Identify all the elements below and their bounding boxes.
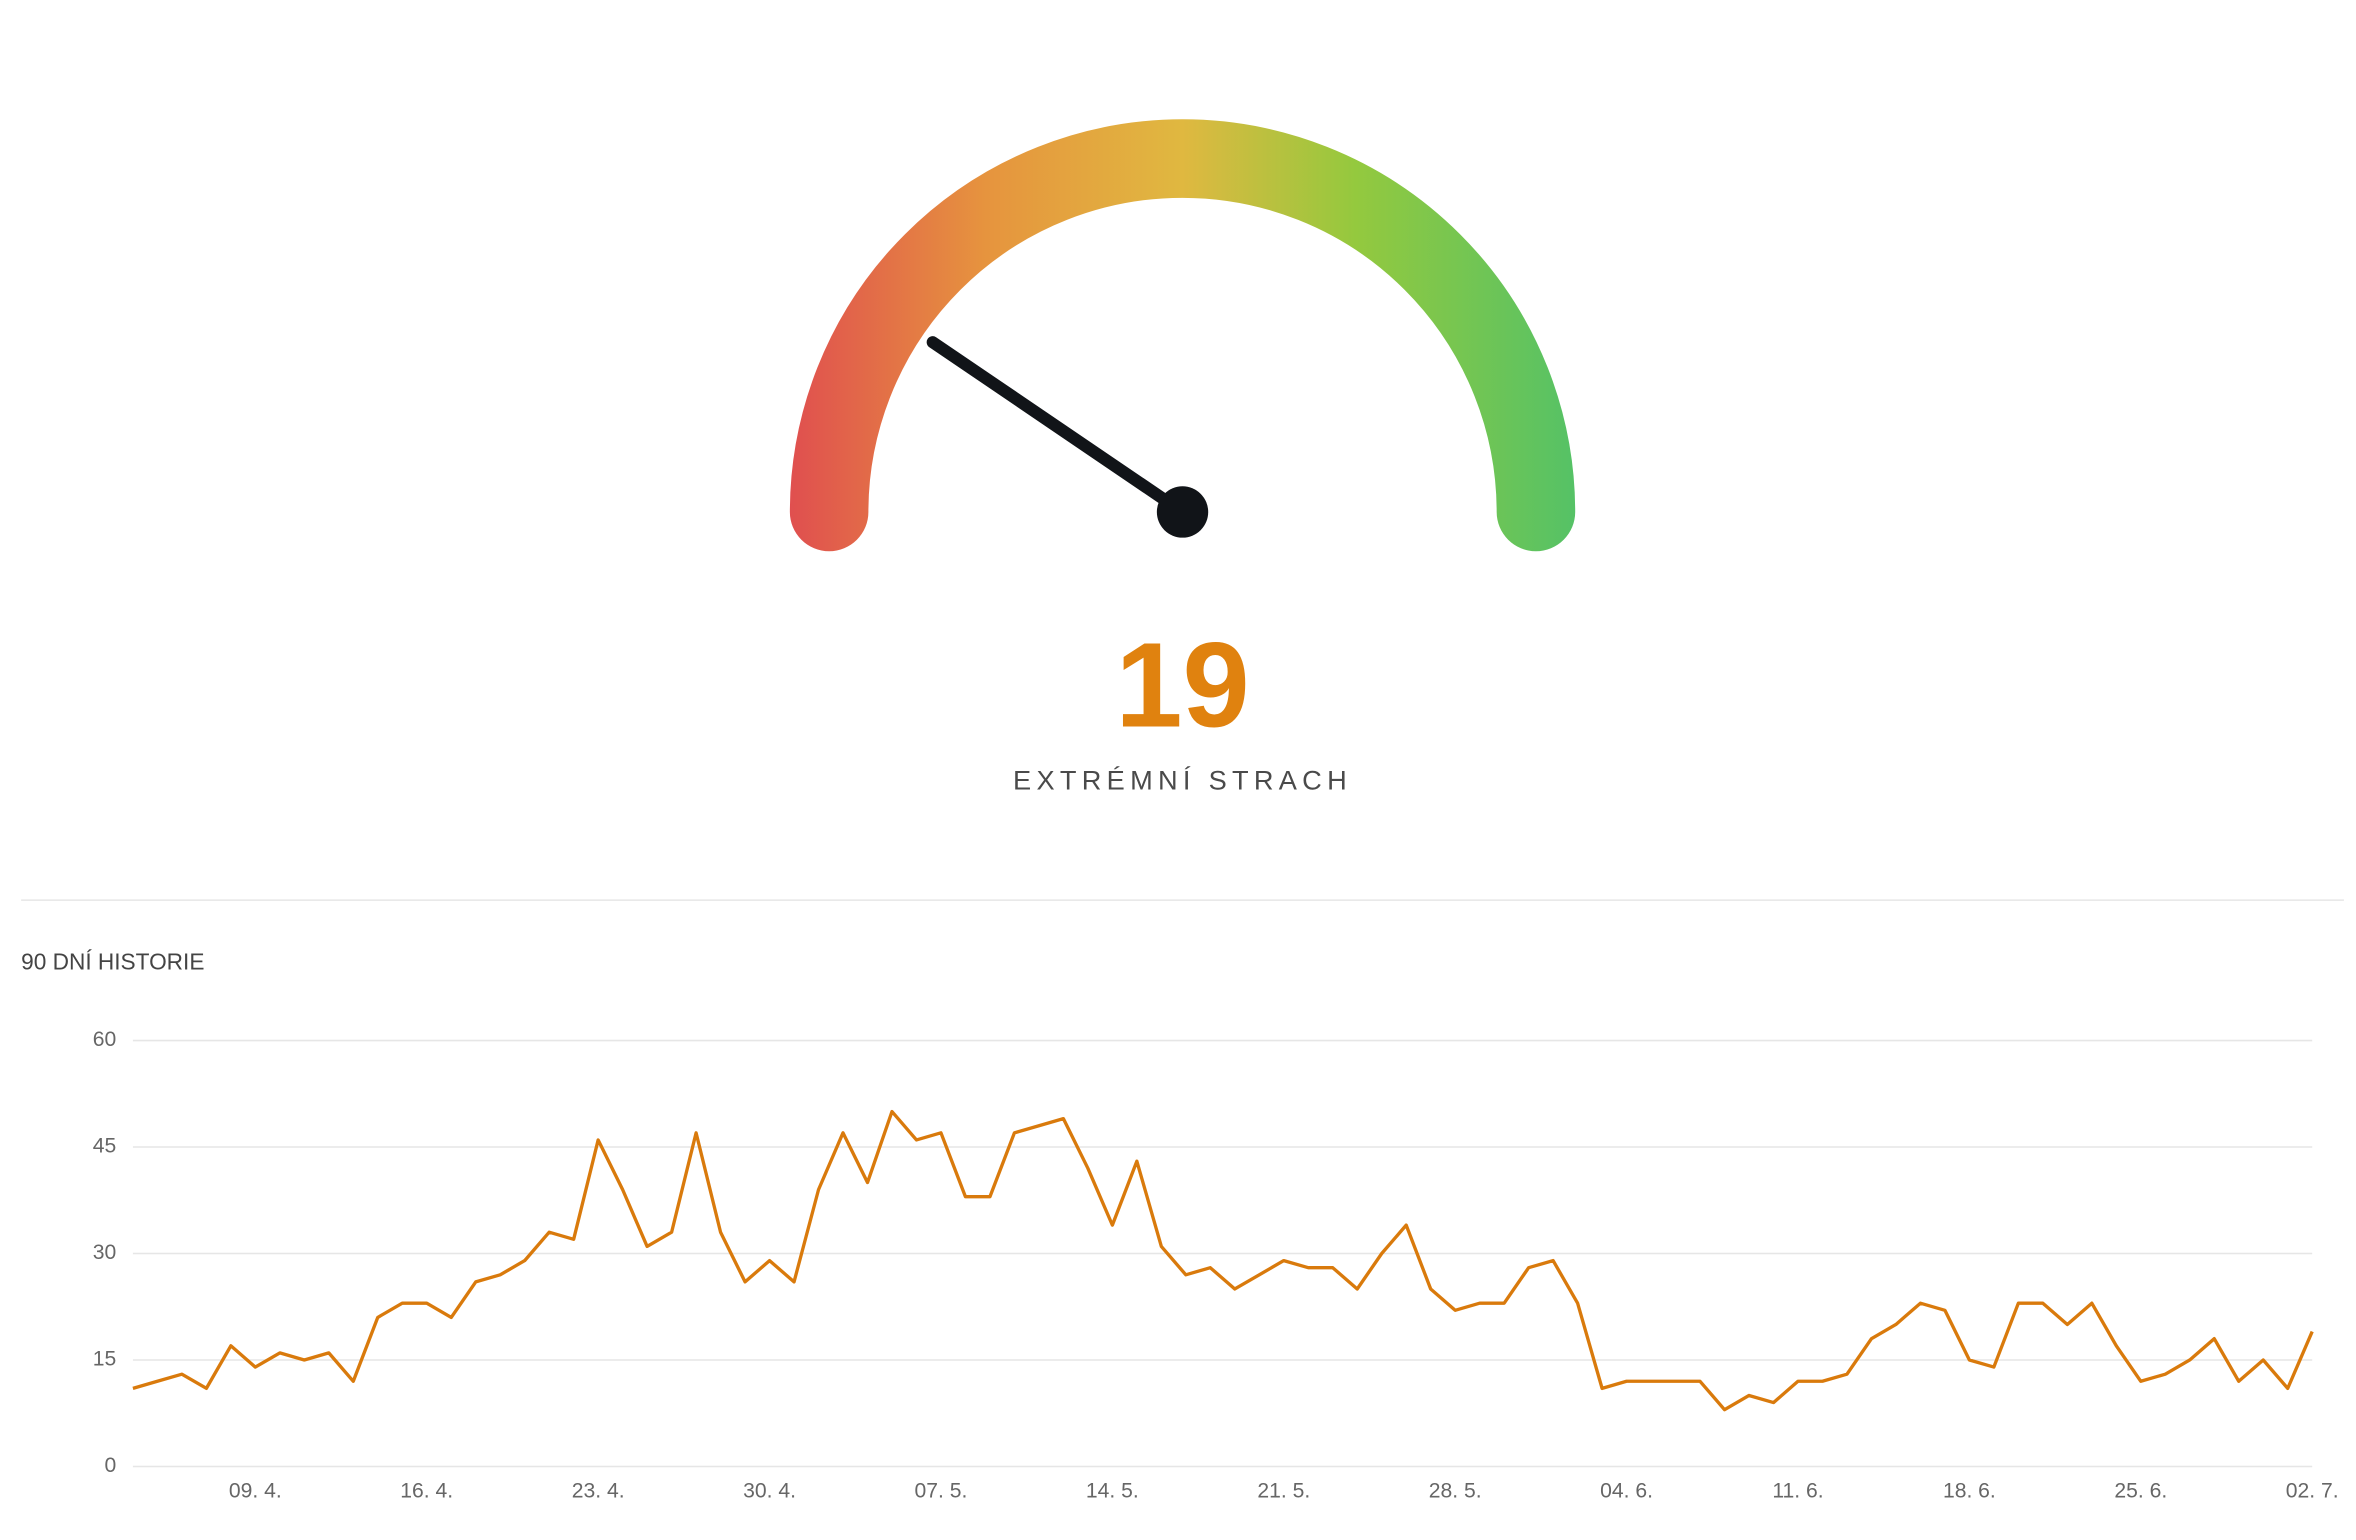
x-tick-label: 16. 4. bbox=[400, 1480, 453, 1503]
y-tick-label: 15 bbox=[93, 1348, 117, 1371]
x-tick-label: 09. 4. bbox=[229, 1480, 282, 1503]
gauge-value: 19 bbox=[1115, 618, 1249, 753]
y-tick-label: 30 bbox=[93, 1241, 117, 1264]
x-tick-label: 28. 5. bbox=[1429, 1480, 1482, 1503]
x-tick-label: 11. 6. bbox=[1772, 1480, 1823, 1503]
x-tick-label: 30. 4. bbox=[743, 1480, 796, 1503]
gauge-needle bbox=[926, 336, 1189, 519]
y-tick-label: 45 bbox=[93, 1135, 117, 1158]
x-tick-label: 23. 4. bbox=[572, 1480, 625, 1503]
gauge-label: EXTRÉMNÍ STRACH bbox=[1013, 764, 1352, 795]
x-tick-label: 21. 5. bbox=[1257, 1480, 1310, 1503]
x-tick-label: 07. 5. bbox=[915, 1480, 968, 1503]
x-tick-label: 18. 6. bbox=[1943, 1480, 1996, 1503]
x-tick-label: 04. 6. bbox=[1600, 1480, 1653, 1503]
x-tick-label: 25. 6. bbox=[2114, 1480, 2167, 1503]
chart-title: 90 DNÍ HISTORIE bbox=[21, 949, 204, 975]
x-tick-label: 02. 7. bbox=[2286, 1480, 2339, 1503]
data-line bbox=[132, 1109, 2314, 1412]
gauge-arc bbox=[789, 119, 1576, 552]
x-tick-label: 14. 5. bbox=[1086, 1480, 1139, 1503]
y-tick-label: 60 bbox=[93, 1028, 117, 1051]
gauge-hub bbox=[1156, 486, 1209, 538]
y-tick-label: 0 bbox=[105, 1454, 117, 1477]
